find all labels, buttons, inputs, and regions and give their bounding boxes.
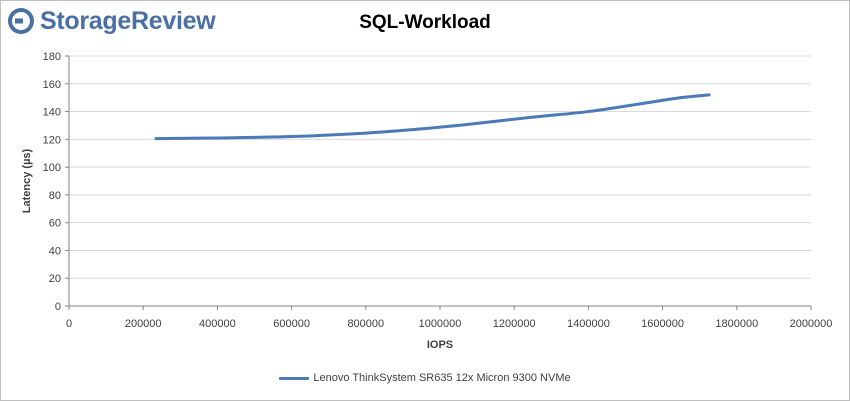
axes (68, 56, 811, 307)
x-tick-label: 600000 (273, 318, 310, 330)
data-point (707, 93, 711, 97)
data-point (586, 110, 590, 114)
logo-text: StorageReview (40, 6, 216, 35)
y-tick-label: 40 (49, 245, 61, 257)
series-lines (154, 93, 711, 141)
y-axis-label: Latency (µs) (21, 148, 33, 213)
y-axis-ticks: 0 20 40 60 80 100 120 140 160 180 (43, 51, 69, 313)
x-tick-label: 0 (66, 318, 72, 330)
y-tick-label: 180 (43, 51, 61, 63)
data-point (364, 131, 368, 135)
data-point (475, 121, 479, 125)
data-point (154, 137, 158, 141)
data-point (531, 115, 535, 119)
x-tick-label: 1600000 (641, 318, 684, 330)
y-tick-label: 100 (43, 162, 61, 174)
x-tick-label: 800000 (347, 318, 384, 330)
data-point (679, 96, 683, 100)
legend-swatch (279, 376, 310, 380)
x-tick-label: 400000 (199, 318, 236, 330)
data-point (290, 135, 294, 139)
y-tick-label: 160 (43, 79, 61, 91)
x-tick-label: 1200000 (493, 318, 536, 330)
y-tick-label: 60 (49, 218, 61, 230)
x-tick-label: 200000 (125, 318, 162, 330)
logo-circle-icon (8, 8, 34, 34)
storagereview-logo: StorageReview (6, 4, 216, 38)
chart-title: SQL-Workload (359, 12, 491, 33)
chart-legend: Lenovo ThinkSystem SR635 12x Micron 9300… (0, 372, 850, 384)
y-tick-label: 120 (43, 134, 61, 146)
x-tick-label: 1400000 (567, 318, 610, 330)
data-point (419, 127, 423, 131)
x-tick-label: 1800000 (715, 318, 758, 330)
x-axis-ticks: 0 200000 400000 600000 800000 1000000 1200000 1… (66, 306, 832, 330)
y-tick-label: 140 (43, 107, 61, 119)
y-tick-label: 0 (55, 301, 61, 313)
x-tick-label: 2000000 (790, 318, 833, 330)
x-tick-label: 1000000 (419, 318, 462, 330)
data-point (215, 136, 219, 140)
data-point (642, 101, 646, 105)
series-line-0 (154, 93, 711, 141)
legend-label: Lenovo ThinkSystem SR635 12x Micron 9300… (313, 372, 571, 384)
grid-lines (69, 55, 811, 279)
x-axis-label: IOPS (427, 339, 453, 351)
y-tick-label: 80 (49, 190, 61, 202)
y-tick-label: 20 (49, 273, 61, 285)
